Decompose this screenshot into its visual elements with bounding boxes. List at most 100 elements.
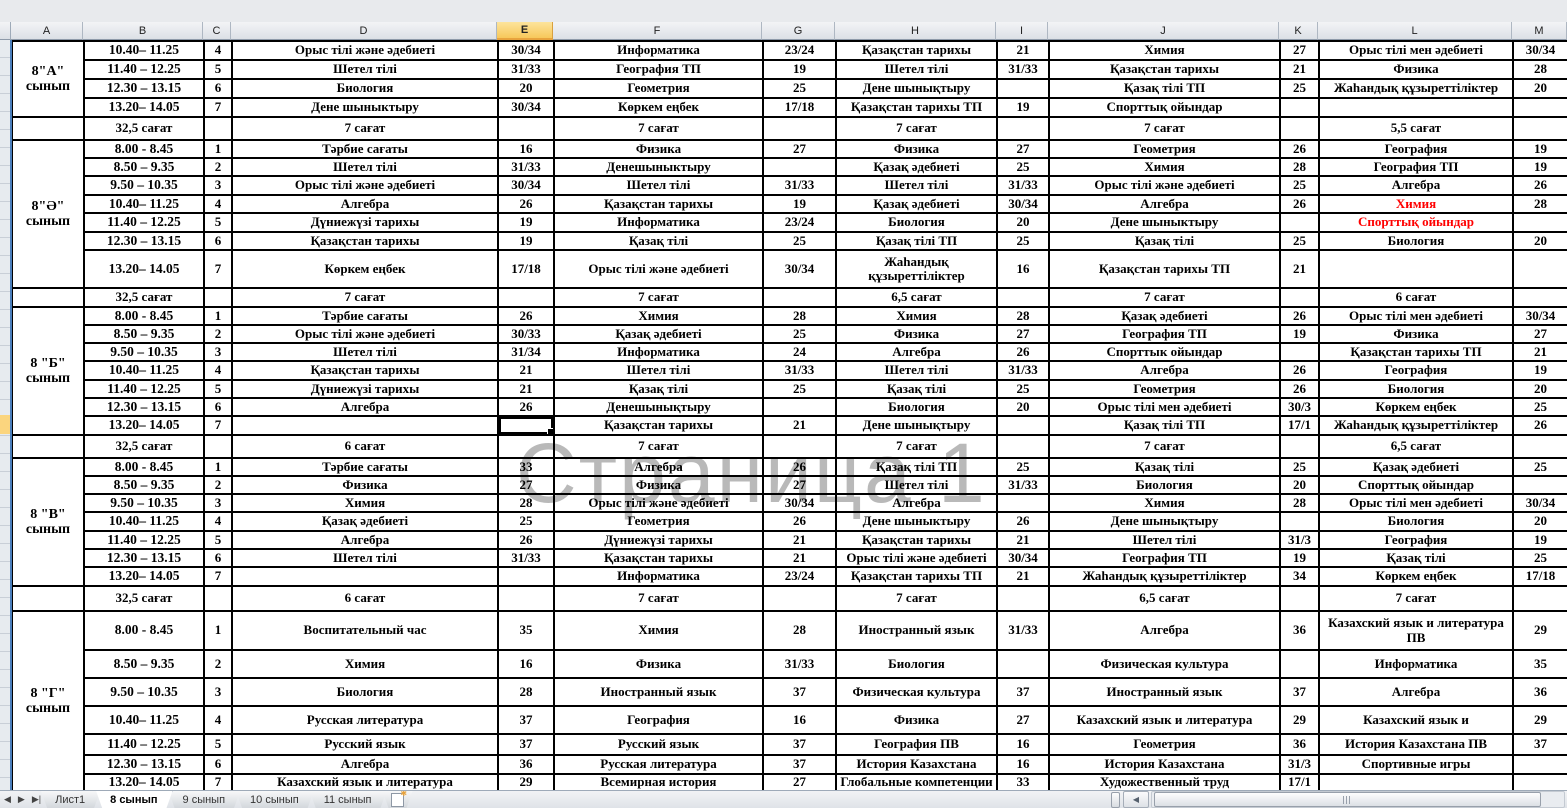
time-cell[interactable]: 13.20– 14.05 xyxy=(83,566,205,587)
room-cell[interactable]: 25 xyxy=(996,457,1050,477)
subject-cell[interactable]: Орыс тілі және әдебиеті xyxy=(1048,175,1281,196)
subject-cell[interactable]: География xyxy=(553,705,764,735)
room-cell[interactable]: 19 xyxy=(1512,360,1567,381)
subject-cell[interactable]: Көркем еңбек xyxy=(1318,397,1514,417)
cell[interactable] xyxy=(762,116,837,141)
room-cell[interactable]: 26 xyxy=(1279,139,1320,159)
subject-cell[interactable]: Қазақ тілі ТП xyxy=(1048,415,1281,436)
room-cell[interactable]: 27 xyxy=(497,475,555,495)
room-cell[interactable]: 33 xyxy=(996,773,1050,790)
subject-cell[interactable]: Биология xyxy=(835,649,998,679)
subject-cell[interactable]: Орыс тілі және әдебиеті xyxy=(231,324,499,344)
column-header-J[interactable]: J xyxy=(1048,22,1279,40)
room-cell[interactable]: 31/3 xyxy=(1279,530,1320,550)
time-cell[interactable]: 10.40– 11.25 xyxy=(83,40,205,61)
subject-cell[interactable]: География ПВ xyxy=(835,733,998,756)
subject-cell[interactable]: Геометрия xyxy=(1048,379,1281,399)
time-cell[interactable]: 8.00 - 8.45 xyxy=(83,139,205,159)
tab-split-handle[interactable] xyxy=(1111,791,1120,808)
time-cell[interactable]: 8.00 - 8.45 xyxy=(83,457,205,477)
room-cell[interactable]: 20 xyxy=(497,78,555,99)
time-cell[interactable]: 10.40– 11.25 xyxy=(83,360,205,381)
subject-cell[interactable]: История Казахстана ПВ xyxy=(1318,733,1514,756)
subject-cell[interactable]: Шетел тілі xyxy=(1048,530,1281,550)
room-cell[interactable]: 28 xyxy=(996,306,1050,326)
time-cell[interactable]: 13.20– 14.05 xyxy=(83,415,205,436)
room-cell[interactable] xyxy=(996,649,1050,679)
room-cell[interactable]: 37 xyxy=(996,677,1050,707)
room-cell[interactable]: 31/33 xyxy=(996,610,1050,651)
subject-cell[interactable]: Химия xyxy=(231,649,499,679)
room-cell[interactable]: 20 xyxy=(1512,231,1567,251)
subject-cell[interactable]: Шетел тілі xyxy=(231,157,499,177)
room-cell[interactable]: 16 xyxy=(996,249,1050,289)
subject-cell[interactable]: Физика xyxy=(1318,59,1514,80)
room-cell[interactable]: 26 xyxy=(1279,306,1320,326)
time-cell[interactable]: 13.20– 14.05 xyxy=(83,773,205,790)
subject-cell[interactable]: Алгебра xyxy=(1048,610,1281,651)
cell[interactable] xyxy=(1512,116,1567,141)
subject-cell[interactable]: Қазақ тілі xyxy=(1048,231,1281,251)
subject-cell[interactable]: Геометрия xyxy=(553,78,764,99)
subject-cell[interactable]: Орыс тілі мен әдебиеті xyxy=(1318,306,1514,326)
subject-cell[interactable]: Шетел тілі xyxy=(835,59,998,80)
room-cell[interactable]: 31/33 xyxy=(497,157,555,177)
subject-cell[interactable]: Жаһандық құзыреттіліктер xyxy=(1318,78,1514,99)
subject-cell[interactable]: Алгебра xyxy=(1048,194,1281,214)
subject-cell[interactable]: Физика xyxy=(553,139,764,159)
room-cell[interactable]: 27 xyxy=(1279,40,1320,61)
room-cell[interactable]: 29 xyxy=(497,773,555,790)
subject-cell[interactable]: Орыс тілі және әдебиеті xyxy=(553,493,764,513)
subject-cell[interactable]: Геометрия xyxy=(553,511,764,532)
room-cell[interactable]: 16 xyxy=(497,649,555,679)
room-cell[interactable]: 19 xyxy=(497,212,555,233)
subject-cell[interactable]: Орыс тілі мен әдебиеті xyxy=(1048,397,1281,417)
time-cell[interactable]: 9.50 – 10.35 xyxy=(83,342,205,362)
room-cell[interactable]: 28 xyxy=(1512,194,1567,214)
cell[interactable] xyxy=(203,434,233,459)
column-header-L[interactable]: L xyxy=(1318,22,1512,40)
subject-cell[interactable]: Шетел тілі xyxy=(835,175,998,196)
subject-cell[interactable]: Қазақ әдебиеті xyxy=(835,157,998,177)
day-total-cell[interactable]: 7 сағат xyxy=(835,585,998,612)
lesson-number-cell[interactable]: 1 xyxy=(203,610,233,651)
room-cell[interactable]: 21 xyxy=(1512,342,1567,362)
subject-cell[interactable]: Қазақ тілі xyxy=(553,379,764,399)
room-cell[interactable]: 23/24 xyxy=(762,212,837,233)
subject-cell[interactable]: Алгебра xyxy=(835,342,998,362)
week-total-cell[interactable]: 32,5 сағат xyxy=(83,116,205,141)
subject-cell[interactable]: Биология xyxy=(231,677,499,707)
subject-cell[interactable]: Қазақстан тарихы ТП xyxy=(1318,342,1514,362)
room-cell[interactable]: 27 xyxy=(996,705,1050,735)
subject-cell[interactable]: Иностранный язык xyxy=(1048,677,1281,707)
subject-cell[interactable]: Шетел тілі xyxy=(231,548,499,568)
cell[interactable] xyxy=(497,116,555,141)
subject-cell[interactable]: География ТП xyxy=(1048,324,1281,344)
week-total-cell[interactable]: 32,5 сағат xyxy=(83,434,205,459)
subject-cell[interactable]: Химия xyxy=(1048,157,1281,177)
subject-cell[interactable] xyxy=(231,566,499,587)
subject-cell[interactable]: Физика xyxy=(835,705,998,735)
subject-cell[interactable]: География ТП xyxy=(553,59,764,80)
subject-cell[interactable]: Шетел тілі xyxy=(553,360,764,381)
sheet-tab-8-сынып[interactable]: 8 сынып xyxy=(96,791,172,808)
day-total-cell[interactable]: 7 сағат xyxy=(1318,585,1514,612)
cell[interactable] xyxy=(762,287,837,308)
subject-cell[interactable]: Биология xyxy=(1318,379,1514,399)
cell[interactable] xyxy=(762,434,837,459)
time-cell[interactable]: 8.00 - 8.45 xyxy=(83,306,205,326)
room-cell[interactable]: 37 xyxy=(497,733,555,756)
cell[interactable] xyxy=(497,434,555,459)
room-cell[interactable]: 17/18 xyxy=(1512,566,1567,587)
room-cell[interactable]: 21 xyxy=(762,415,837,436)
room-cell[interactable]: 26 xyxy=(497,194,555,214)
day-total-cell[interactable]: 7 сағат xyxy=(835,116,998,141)
room-cell[interactable]: 26 xyxy=(1279,360,1320,381)
room-cell[interactable]: 37 xyxy=(762,754,837,775)
scrollbar-track[interactable] xyxy=(1151,791,1565,808)
subject-cell[interactable]: Алгебра xyxy=(231,397,499,417)
subject-cell[interactable]: География xyxy=(1318,139,1514,159)
subject-cell[interactable]: Биология xyxy=(1318,511,1514,532)
lesson-number-cell[interactable]: 5 xyxy=(203,379,233,399)
room-cell[interactable]: 27 xyxy=(762,139,837,159)
